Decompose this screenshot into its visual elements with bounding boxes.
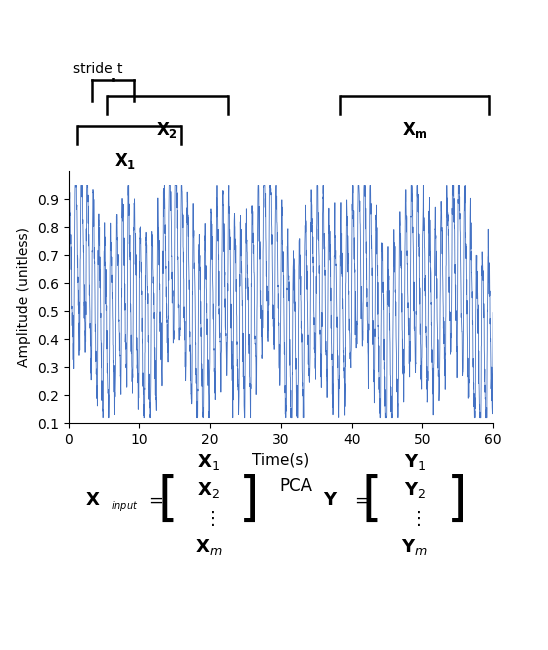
Text: [: [ [362, 474, 383, 526]
Text: $\mathbf{Y}_m$: $\mathbf{Y}_m$ [401, 537, 428, 557]
Text: $\mathbf{Y}$: $\mathbf{Y}$ [323, 491, 339, 509]
Text: $_{input}$: $_{input}$ [111, 500, 139, 514]
Text: $=$: $=$ [351, 491, 369, 509]
Text: ]: ] [447, 474, 467, 526]
Text: $\mathbf{Y}_2$: $\mathbf{Y}_2$ [403, 480, 426, 500]
Text: $\mathbf{Y}_1$: $\mathbf{Y}_1$ [403, 452, 426, 472]
Text: stride t: stride t [73, 62, 122, 77]
Text: $\mathbf{X}_2$: $\mathbf{X}_2$ [197, 480, 220, 500]
X-axis label: Time(s): Time(s) [252, 452, 310, 467]
Text: PCA: PCA [279, 477, 312, 495]
Text: $\mathbf{X}_1$: $\mathbf{X}_1$ [197, 452, 220, 472]
Text: $\mathbf{X_1}$: $\mathbf{X_1}$ [113, 151, 136, 171]
Text: $\mathbf{X_m}$: $\mathbf{X_m}$ [402, 120, 427, 140]
Text: ]: ] [239, 474, 259, 526]
Text: $=$: $=$ [145, 491, 163, 509]
Text: $\mathbf{X}$: $\mathbf{X}$ [85, 491, 101, 509]
Text: $\vdots$: $\vdots$ [203, 509, 215, 528]
Text: $\vdots$: $\vdots$ [409, 509, 420, 528]
Text: [: [ [158, 474, 179, 526]
Y-axis label: Amplitude (unitless): Amplitude (unitless) [17, 227, 31, 367]
Text: $\mathbf{X}_m$: $\mathbf{X}_m$ [195, 537, 222, 557]
Text: $\mathbf{X_2}$: $\mathbf{X_2}$ [156, 120, 178, 140]
